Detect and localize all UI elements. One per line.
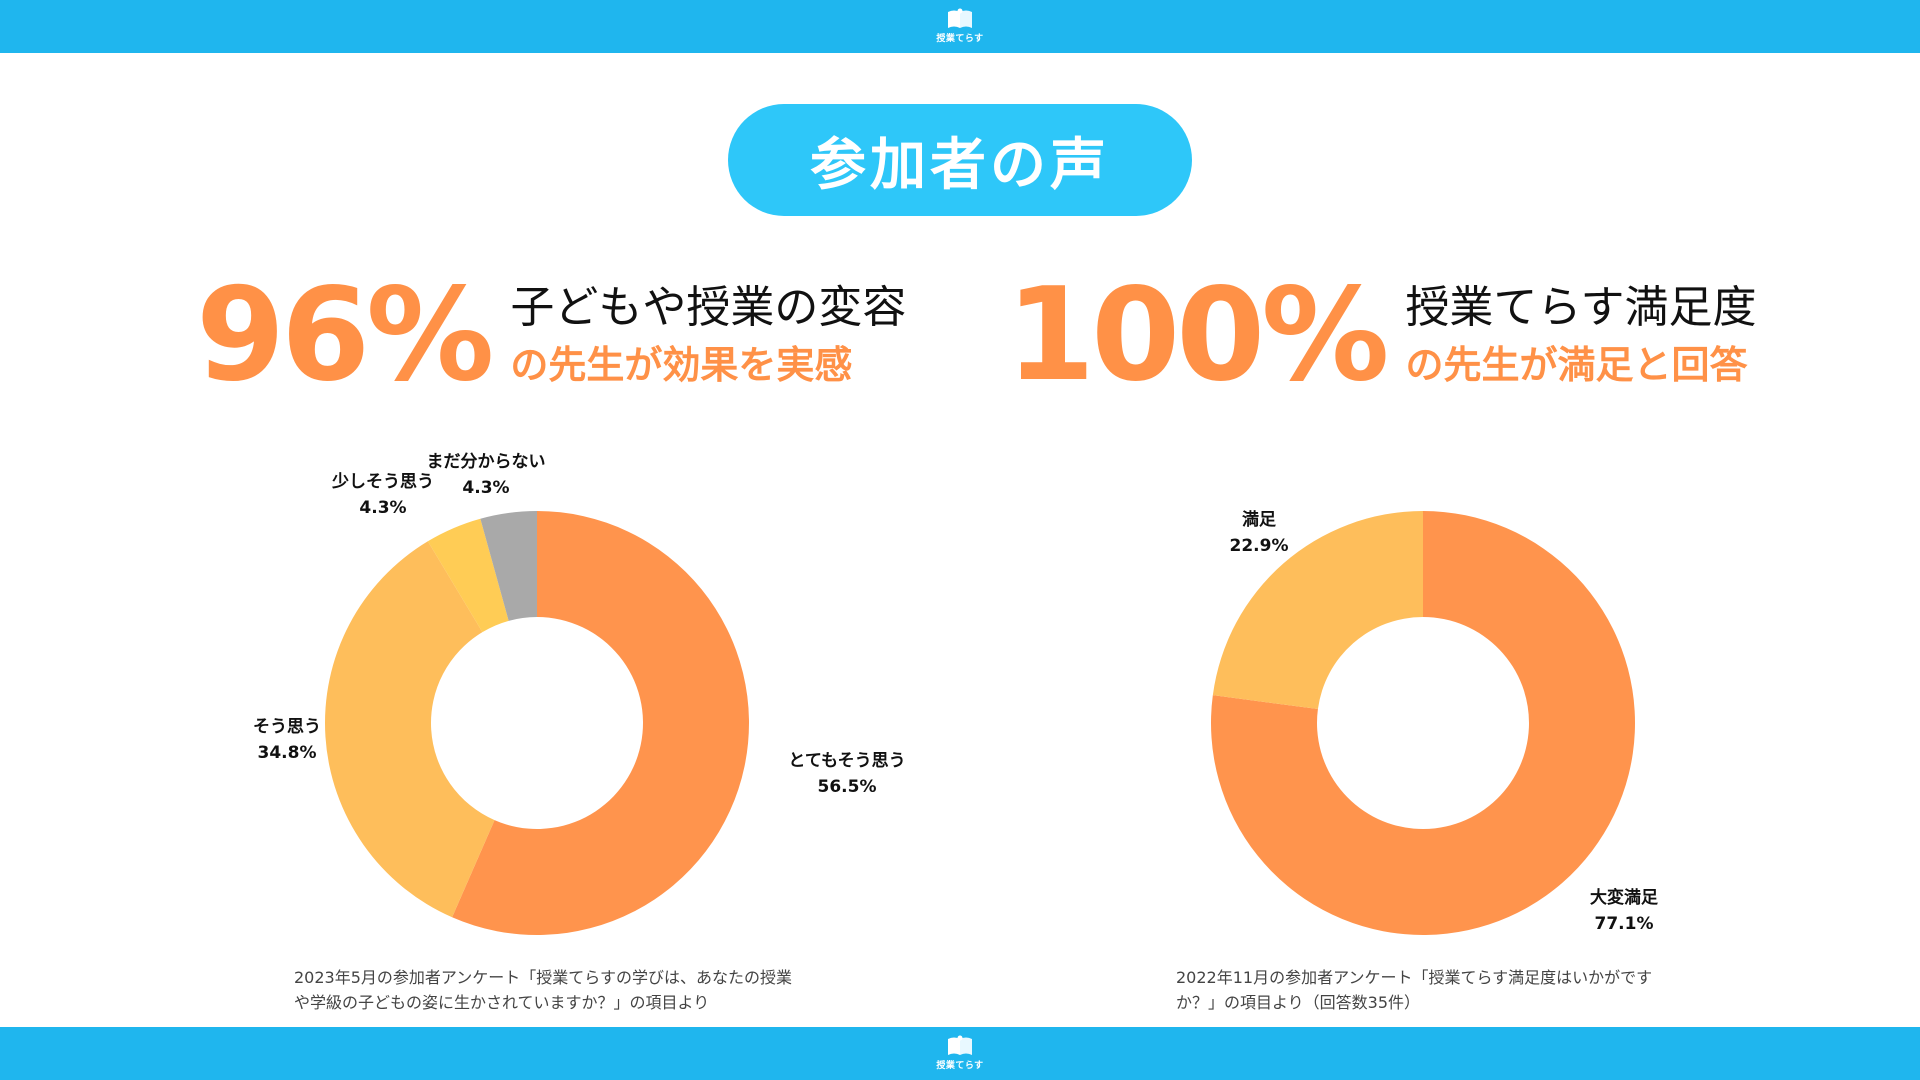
donut-slice-0 [1211,511,1635,935]
chart-right-caption: 2022年11月の参加者アンケート「授業てらす満足度はいかがですか？」の項目より… [1176,968,1653,1012]
stat-left-line2: の先生が効果を実感 [510,342,853,387]
donut-slice-0 [452,511,749,935]
stat-right-line1: 授業てらす満足度 [1405,281,1757,333]
donut-chart-right: 大変満足 77.1% 満足 22.9% [1211,509,1658,935]
donut-slice-1 [325,541,495,918]
book-icon [948,1035,972,1055]
slice-label-1: 満足 [1242,509,1276,530]
donut-chart-left: とてもそう思う 56.5% そう思う 34.8% 少しそう思う 4.3% まだ分からない 4.… [253,452,906,935]
donut-slice-3 [480,511,537,621]
slice-label-2: 少しそう思う [331,472,434,492]
book-icon [948,8,972,28]
donut-slice-2 [427,518,509,633]
stat-left-value: 96% [196,261,494,410]
bottom-bar: 授業てらす [0,1027,1920,1080]
stat-right: 100% 授業てらす満足度 の先生が満足と回答 [1006,272,1757,400]
slice-label-0: とてもそう思う [788,751,905,771]
stat-right-line2: の先生が満足と回答 [1405,342,1748,387]
footer-logo-text: 授業てらす [936,1061,984,1071]
slice-label-3: まだ分からない [427,452,546,472]
slice-value-2: 4.3% [359,498,406,518]
slice-label-0: 大変満足 [1590,887,1658,908]
stat-right-value: 100% [1006,261,1389,410]
donut-slice-1 [1212,511,1423,710]
slice-value-1: 22.9% [1230,536,1289,556]
slice-label-1: そう思う [253,717,321,737]
section-title-pill: 参加者の声 [728,104,1192,216]
slice-value-0: 77.1% [1595,914,1654,934]
chart-left-caption: 2023年5月の参加者アンケート「授業てらすの学びは、あなたの授業や学級の子ども… [294,968,792,1012]
slice-value-3: 4.3% [462,478,509,498]
slice-value-1: 34.8% [258,743,317,763]
footer-logo[interactable]: 授業てらす [930,1035,990,1071]
stat-left: 96% 子どもや授業の変容 の先生が効果を実感 [196,272,906,400]
section-title: 参加者の声 [810,132,1110,198]
header-logo[interactable]: 授業てらす [930,8,990,44]
slice-value-0: 56.5% [818,777,877,797]
stat-left-line1: 子どもや授業の変容 [510,281,907,333]
top-bar: 授業てらす [0,0,1920,53]
header-logo-text: 授業てらす [936,34,984,44]
